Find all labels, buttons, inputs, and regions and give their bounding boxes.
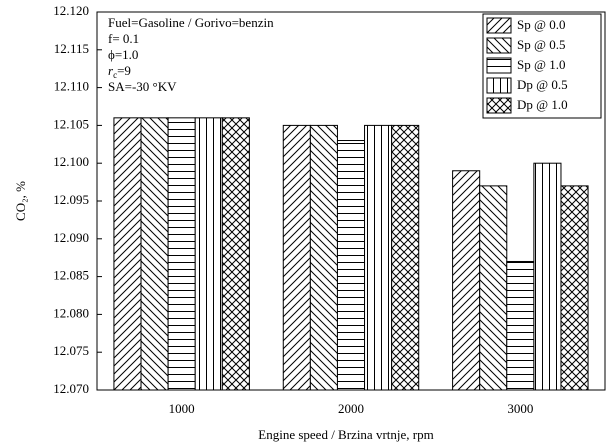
bar [113,117,142,391]
bar [560,185,589,391]
bar [364,124,393,391]
annotation-part: c [113,70,117,80]
legend-label: Dp @ 0.5 [517,77,568,92]
annotation: rc=9 [108,63,131,80]
legend-swatch [486,57,512,74]
bar [309,124,338,391]
bar [282,124,311,391]
bar [506,260,535,391]
bar [452,170,481,391]
y-tick-label: 12.085 [53,268,89,283]
bar [391,124,420,391]
y-tick-label: 12.095 [53,192,89,207]
y-axis-label: CO₂, % [13,181,28,221]
y-tick-label: 12.105 [53,116,89,131]
y-tick-label: 12.110 [54,79,89,94]
legend-swatch [486,97,512,114]
y-tick-label: 12.080 [53,305,89,320]
annotation: f= 0.1 [108,31,139,46]
x-tick-label: 3000 [507,401,533,416]
y-tick-label: 12.090 [53,230,89,245]
annotation: ϕ=1.0 [108,47,138,62]
y-tick-label: 12.120 [53,3,89,18]
annotation: Fuel=Gasoline / Gorivo=benzin [108,15,274,30]
y-tick-label: 12.100 [53,154,89,169]
bar [479,185,508,391]
bar [221,117,250,391]
legend-label: Sp @ 1.0 [517,57,565,72]
y-tick-label: 12.075 [53,343,89,358]
x-axis-label: Engine speed / Brzina vrtnje, rpm [258,427,433,442]
bar [336,140,366,391]
bar [140,117,169,391]
y-tick-label: 12.070 [53,381,89,396]
legend-swatch [486,37,512,54]
legend-label: Sp @ 0.5 [517,37,565,52]
annotation-part: =9 [117,63,131,78]
legend-label: Sp @ 0.0 [517,17,565,32]
annotation: SA=-30 °KV [108,79,177,94]
annotation-part: r [108,63,114,78]
legend-swatch [486,17,512,34]
y-tick-label: 12.115 [54,41,89,56]
legend-label: Dp @ 1.0 [517,97,568,112]
bar [533,162,562,391]
bar [167,117,196,391]
x-tick-label: 2000 [338,401,364,416]
x-tick-label: 1000 [169,401,195,416]
legend-swatch [486,77,512,94]
bar [194,117,223,391]
